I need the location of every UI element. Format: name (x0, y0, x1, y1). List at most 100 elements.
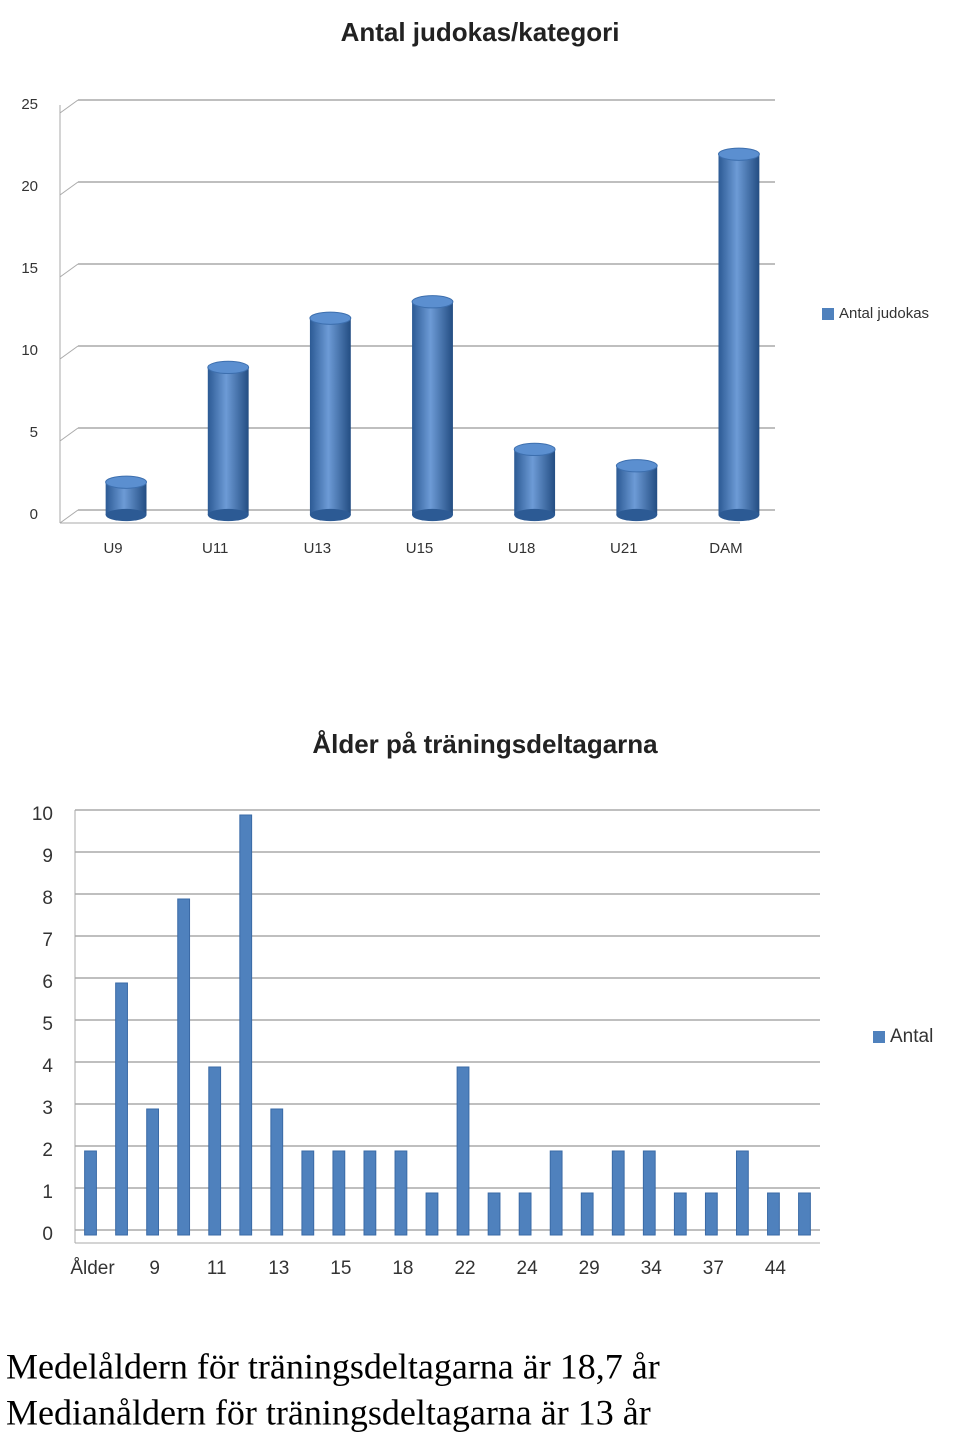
x-tick-label: 18 (392, 1258, 413, 1279)
y-tick-label: 15 (21, 260, 38, 277)
x-tick-label: DAM (709, 540, 742, 557)
bar (115, 982, 128, 1236)
bar-body (514, 449, 556, 515)
x-tick-label: 29 (579, 1258, 600, 1279)
bar (549, 1150, 563, 1236)
y-tick-label: 5 (42, 1014, 53, 1035)
bar-bottom (105, 508, 147, 522)
y-tick-label: 1 (42, 1182, 53, 1203)
bar (580, 1192, 594, 1236)
y-tick-label: 7 (42, 930, 53, 951)
chart-title: Ålder på träningsdeltagarna (312, 729, 658, 759)
x-tick-label: Ålder (70, 1258, 115, 1279)
y-tick-label: 25 (21, 96, 38, 113)
legend-label: Antal judokas (839, 305, 929, 322)
chart-title: Antal judokas/kategori (341, 17, 620, 47)
x-tick-label: 24 (517, 1258, 539, 1279)
y-tick-label: 10 (32, 804, 53, 825)
bar (146, 1108, 160, 1236)
bar (301, 1150, 315, 1236)
note: Medelåldern för träningsdeltagarna är 18… (6, 1346, 660, 1386)
x-tick-label: U11 (202, 540, 228, 557)
bar (615, 459, 658, 522)
bar (332, 1150, 346, 1236)
x-tick-label: 9 (149, 1258, 160, 1279)
grid-line (59, 99, 79, 114)
y-tick-label: 6 (42, 972, 53, 993)
x-tick-label: 37 (703, 1258, 724, 1279)
bar (411, 295, 454, 522)
bar (798, 1192, 811, 1236)
x-tick-label: 11 (207, 1258, 227, 1279)
grid-line (59, 181, 79, 196)
x-tick-label: U18 (508, 540, 536, 557)
y-tick-label: 20 (21, 178, 38, 195)
x-tick-label: U21 (610, 540, 638, 557)
bar (735, 1150, 749, 1236)
bar (363, 1150, 377, 1236)
bar (394, 1150, 408, 1236)
y-tick-label: 0 (42, 1224, 53, 1245)
x-tick-label: U9 (103, 540, 122, 557)
y-tick-label: 9 (42, 846, 53, 867)
bar-body (616, 465, 658, 515)
bar-body (412, 301, 453, 515)
bar (611, 1150, 625, 1236)
bar (105, 475, 147, 522)
bar (239, 814, 253, 1236)
x-tick-label: U15 (406, 540, 434, 557)
legend-swatch (822, 308, 834, 320)
bar (207, 360, 250, 522)
y-tick-label: 2 (42, 1140, 53, 1161)
bar-bottom (718, 508, 760, 522)
bar-bottom (514, 508, 556, 522)
bar-bottom (207, 508, 249, 522)
bar-top (513, 442, 556, 457)
x-tick-label: 22 (454, 1258, 475, 1279)
bar-top (718, 147, 760, 161)
bar (487, 1192, 501, 1236)
bar (704, 1192, 718, 1236)
bar-body (718, 154, 760, 515)
bar-bottom (616, 508, 658, 522)
y-tick-label: 10 (21, 342, 38, 359)
bar (84, 1150, 97, 1236)
bar-top (411, 295, 454, 309)
bar (270, 1108, 284, 1236)
legend-swatch (873, 1031, 885, 1043)
bar (767, 1192, 780, 1236)
x-tick-label: 13 (268, 1258, 289, 1279)
x-tick-label: 44 (765, 1258, 787, 1279)
grid-line (59, 345, 79, 360)
x-tick-label: U13 (304, 540, 332, 557)
grid-line (59, 509, 79, 524)
bar (177, 898, 191, 1236)
bar-top (309, 311, 352, 325)
bar (673, 1192, 687, 1236)
bar-bottom (412, 508, 453, 522)
bar-body (309, 318, 351, 515)
y-tick-label: 0 (30, 506, 38, 523)
bar (309, 311, 352, 522)
note: Medianåldern för träningsdeltagarna är 1… (6, 1392, 651, 1432)
bar-top (207, 360, 250, 375)
bar-top (615, 459, 658, 473)
grid-line (59, 263, 79, 278)
y-tick-label: 8 (42, 888, 53, 909)
bar (642, 1150, 656, 1236)
bar (456, 1066, 470, 1236)
bar-body (207, 367, 249, 515)
bar-top (105, 475, 147, 489)
bar (518, 1192, 532, 1236)
x-tick-label: 34 (641, 1258, 663, 1279)
grid-line (59, 427, 79, 442)
y-tick-label: 4 (42, 1056, 53, 1077)
bar (425, 1192, 439, 1236)
y-tick-label: 5 (30, 424, 38, 441)
bar-bottom (309, 508, 351, 522)
y-tick-label: 3 (42, 1098, 53, 1119)
bar (513, 442, 556, 522)
bar (208, 1066, 222, 1236)
